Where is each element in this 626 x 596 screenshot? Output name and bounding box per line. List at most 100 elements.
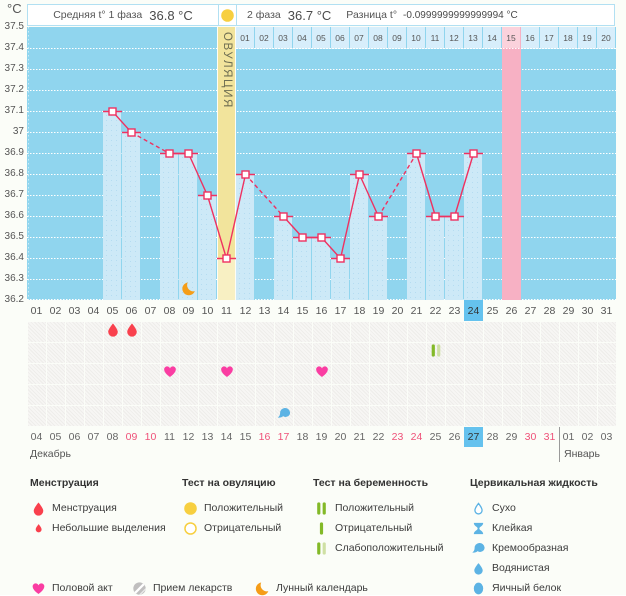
temp-point[interactable]: [431, 212, 440, 221]
temp-point[interactable]: [222, 254, 231, 263]
cycle-day-cell[interactable]: 21: [410, 304, 423, 317]
temp-point[interactable]: [165, 149, 174, 158]
marker-cell[interactable]: [502, 385, 521, 406]
marker-cell[interactable]: [578, 363, 597, 385]
drop-red-marker[interactable]: [105, 322, 120, 342]
marker-cell[interactable]: [559, 321, 578, 342]
calendar-date-cell[interactable]: 27: [464, 427, 483, 447]
marker-cell[interactable]: [103, 342, 122, 363]
marker-cell[interactable]: [578, 385, 597, 406]
marker-cell[interactable]: [160, 342, 179, 363]
calendar-date-cell[interactable]: 30: [524, 431, 537, 443]
calendar-date-cell[interactable]: 13: [201, 431, 214, 443]
marker-cell[interactable]: [46, 342, 65, 363]
marker-cell[interactable]: [464, 385, 483, 406]
marker-cell[interactable]: [141, 406, 160, 427]
marker-cell[interactable]: [293, 385, 312, 406]
marker-cell[interactable]: [179, 363, 198, 385]
marker-cell[interactable]: [293, 342, 312, 363]
temp-point[interactable]: [336, 254, 345, 263]
marker-cell[interactable]: [483, 363, 502, 385]
marker-cell[interactable]: [331, 406, 350, 427]
marker-cell[interactable]: [445, 342, 464, 363]
temp-point[interactable]: [374, 212, 383, 221]
calendar-date-cell[interactable]: 25: [429, 431, 442, 443]
marker-cell[interactable]: [407, 321, 426, 342]
cycle-day-cell[interactable]: 16: [315, 304, 328, 317]
marker-cell[interactable]: [597, 406, 616, 427]
marker-cell[interactable]: [483, 406, 502, 427]
calendar-date-cell[interactable]: 20: [334, 431, 347, 443]
chart-plot-area[interactable]: ОВУЛЯЦИЯ 01 02 03 04 05 06 07 08 09 10 11 12 13 14 15 16…: [27, 27, 616, 300]
marker-cell[interactable]: [255, 363, 274, 385]
cycle-day-cell[interactable]: 22: [429, 304, 442, 317]
calendar-date-cell[interactable]: 02: [581, 431, 594, 443]
marker-cell[interactable]: [274, 342, 293, 363]
marker-cell[interactable]: [65, 385, 84, 406]
cycle-day-cell[interactable]: 20: [391, 304, 404, 317]
temp-point[interactable]: [412, 149, 421, 158]
marker-cell[interactable]: [521, 363, 540, 385]
marker-cell[interactable]: [293, 321, 312, 342]
marker-cell[interactable]: [426, 342, 445, 363]
marker-cell[interactable]: [407, 406, 426, 427]
heart-marker[interactable]: [314, 364, 329, 384]
temp-point[interactable]: [469, 149, 478, 158]
marker-cell[interactable]: [84, 363, 103, 385]
marker-cell[interactable]: [445, 321, 464, 342]
marker-cell[interactable]: [236, 321, 255, 342]
calendar-date-cell[interactable]: 05: [49, 431, 62, 443]
marker-cell[interactable]: [312, 321, 331, 342]
cycle-day-cell[interactable]: 10: [201, 304, 214, 317]
marker-cell[interactable]: [198, 363, 217, 385]
cycle-day-cell[interactable]: 03: [68, 304, 81, 317]
marker-cell[interactable]: [597, 385, 616, 406]
cycle-day-cell[interactable]: 06: [125, 304, 138, 317]
marker-cell[interactable]: [350, 406, 369, 427]
marker-cell[interactable]: [84, 342, 103, 363]
cycle-day-cell[interactable]: 26: [505, 304, 518, 317]
calendar-date-cell[interactable]: 29: [505, 431, 518, 443]
marker-cell[interactable]: [65, 321, 84, 342]
calendar-date-cell[interactable]: 03: [600, 431, 613, 443]
marker-grid[interactable]: [27, 321, 616, 427]
marker-cell[interactable]: [141, 363, 160, 385]
marker-cell[interactable]: [521, 406, 540, 427]
marker-cell[interactable]: [141, 385, 160, 406]
marker-cell[interactable]: [426, 406, 445, 427]
marker-cell[interactable]: [445, 363, 464, 385]
cycle-day-cell[interactable]: 19: [372, 304, 385, 317]
marker-cell[interactable]: [255, 342, 274, 363]
marker-cell[interactable]: [46, 385, 65, 406]
marker-cell[interactable]: [521, 342, 540, 363]
temp-point[interactable]: [184, 149, 193, 158]
marker-cell[interactable]: [312, 385, 331, 406]
marker-cell[interactable]: [559, 363, 578, 385]
marker-cell[interactable]: [597, 342, 616, 363]
marker-cell[interactable]: [217, 321, 236, 342]
marker-cell[interactable]: [388, 321, 407, 342]
marker-cell[interactable]: [160, 406, 179, 427]
marker-cell[interactable]: [46, 406, 65, 427]
marker-cell[interactable]: [559, 406, 578, 427]
marker-cell[interactable]: [160, 321, 179, 342]
cycle-day-cell[interactable]: 04: [87, 304, 100, 317]
marker-cell[interactable]: [84, 321, 103, 342]
marker-cell[interactable]: [369, 321, 388, 342]
marker-cell[interactable]: [331, 342, 350, 363]
marker-cell[interactable]: [331, 385, 350, 406]
calendar-date-cell[interactable]: 06: [68, 431, 81, 443]
calendar-date-cell[interactable]: 21: [353, 431, 366, 443]
cycle-day-cell[interactable]: 02: [49, 304, 62, 317]
marker-cell[interactable]: [274, 363, 293, 385]
temp-point[interactable]: [355, 170, 364, 179]
marker-cell[interactable]: [540, 385, 559, 406]
marker-cell[interactable]: [502, 321, 521, 342]
marker-cell[interactable]: [46, 321, 65, 342]
calendar-date-cell[interactable]: 23: [391, 431, 404, 443]
marker-cell[interactable]: [540, 342, 559, 363]
marker-cell[interactable]: [65, 363, 84, 385]
marker-cell[interactable]: [331, 321, 350, 342]
cycle-day-cell[interactable]: 13: [258, 304, 271, 317]
marker-cell[interactable]: [483, 342, 502, 363]
